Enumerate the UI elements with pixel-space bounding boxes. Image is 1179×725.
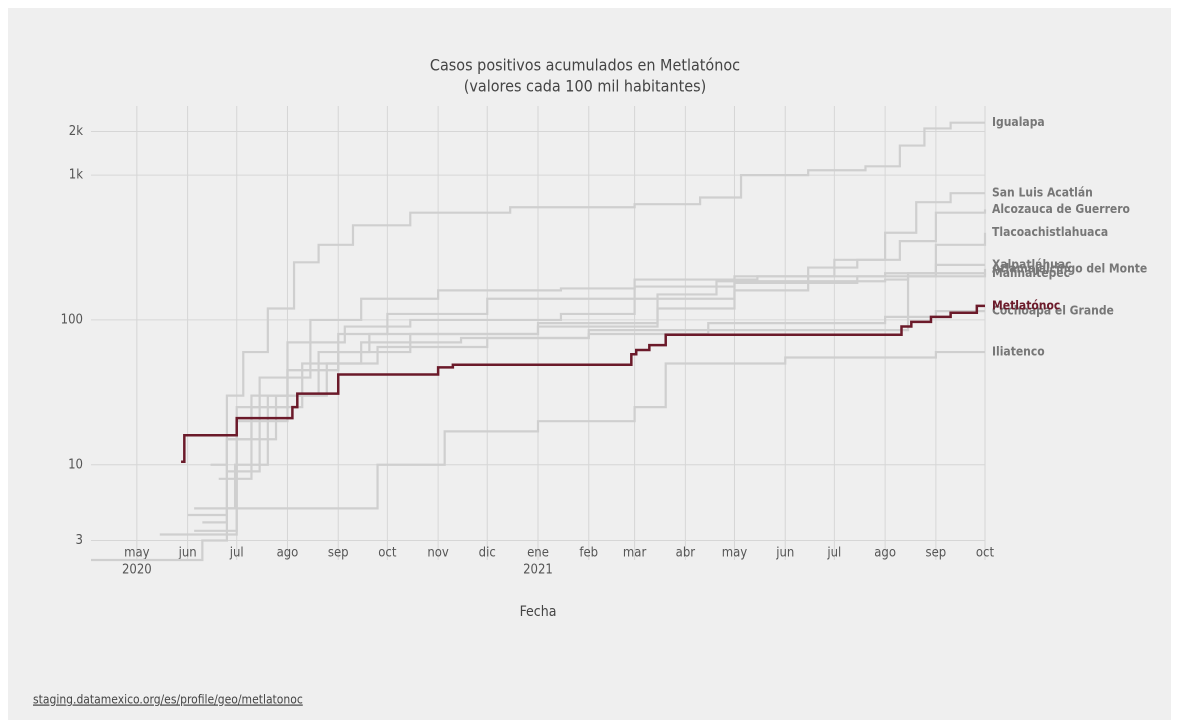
x-tick-label: jun xyxy=(775,546,794,561)
y-tick-label: 1k xyxy=(69,168,83,183)
x-axis-label: Fecha xyxy=(520,604,557,620)
series-label: Alcozauca de Guerrero xyxy=(992,202,1130,216)
x-tick-label: ago xyxy=(874,546,896,561)
x-tick-label: mar xyxy=(623,546,647,561)
x-tick-label: jul xyxy=(826,546,841,561)
x-tick-sublabel: 2021 xyxy=(523,563,553,578)
y-tick-label: 2k xyxy=(69,124,83,139)
series-label: Igualapa xyxy=(992,115,1045,129)
x-tick-label: oct xyxy=(378,546,397,561)
chart-subtitle: (valores cada 100 mil habitantes) xyxy=(464,77,706,96)
series-label: San Luis Acatlán xyxy=(992,186,1093,200)
x-tick-label: jun xyxy=(178,546,197,561)
x-tick-sublabel: 2020 xyxy=(122,563,152,578)
x-tick-label: sep xyxy=(328,546,349,561)
series-line xyxy=(194,310,985,510)
x-tick-label: oct xyxy=(976,546,995,561)
series-line xyxy=(187,268,987,517)
series-label: Atlamajalcingo del Monte xyxy=(992,261,1147,275)
series-line xyxy=(226,263,985,473)
source-link[interactable]: staging.datamexico.org/es/profile/geo/me… xyxy=(33,693,303,707)
y-tick-label: 10 xyxy=(68,457,83,472)
x-tick-label: may xyxy=(722,546,748,561)
x-tick-label: abr xyxy=(676,546,696,561)
series-label: Tlacoachistlahuaca xyxy=(992,225,1108,239)
series-line xyxy=(91,350,985,562)
x-tick-label: jul xyxy=(229,546,244,561)
series-line xyxy=(210,121,985,466)
x-tick-label: sep xyxy=(926,546,947,561)
x-tick-label: ago xyxy=(277,546,299,561)
x-tick-label: ene xyxy=(527,546,549,561)
series-line xyxy=(181,304,985,463)
series-label: Malinaltepec xyxy=(992,266,1070,280)
series-label: Cochoapa el Grande xyxy=(992,304,1114,318)
series-label: Iliatenco xyxy=(992,345,1045,359)
x-tick-label: may xyxy=(124,546,150,561)
x-tick-label: feb xyxy=(579,546,598,561)
series-line xyxy=(159,273,987,536)
chart-title: Casos positivos acumulados en Metlatónoc xyxy=(430,56,740,75)
y-tick-label: 3 xyxy=(76,533,83,548)
x-tick-label: dic xyxy=(479,546,496,561)
y-tick-label: 100 xyxy=(61,312,83,327)
series-label: Xalpatláhuac xyxy=(992,257,1072,271)
series-line xyxy=(202,192,985,524)
x-tick-label: nov xyxy=(427,546,449,561)
series-label: Metlatónoc xyxy=(992,298,1060,312)
